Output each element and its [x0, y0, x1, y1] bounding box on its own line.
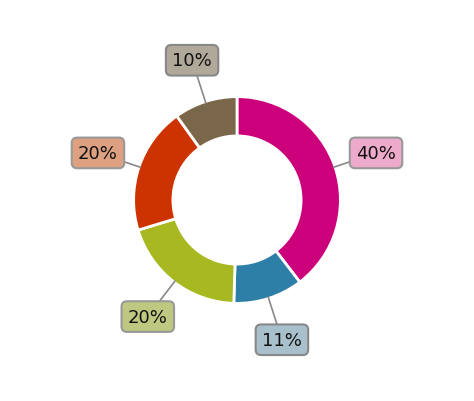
Wedge shape	[177, 97, 237, 148]
Wedge shape	[134, 117, 200, 231]
Text: 40%: 40%	[356, 144, 396, 162]
Wedge shape	[138, 219, 235, 304]
Text: 20%: 20%	[128, 308, 168, 326]
Text: 20%: 20%	[78, 144, 118, 162]
Text: 11%: 11%	[262, 331, 302, 349]
Text: 10%: 10%	[172, 52, 212, 70]
Wedge shape	[234, 251, 300, 304]
Wedge shape	[237, 97, 340, 282]
